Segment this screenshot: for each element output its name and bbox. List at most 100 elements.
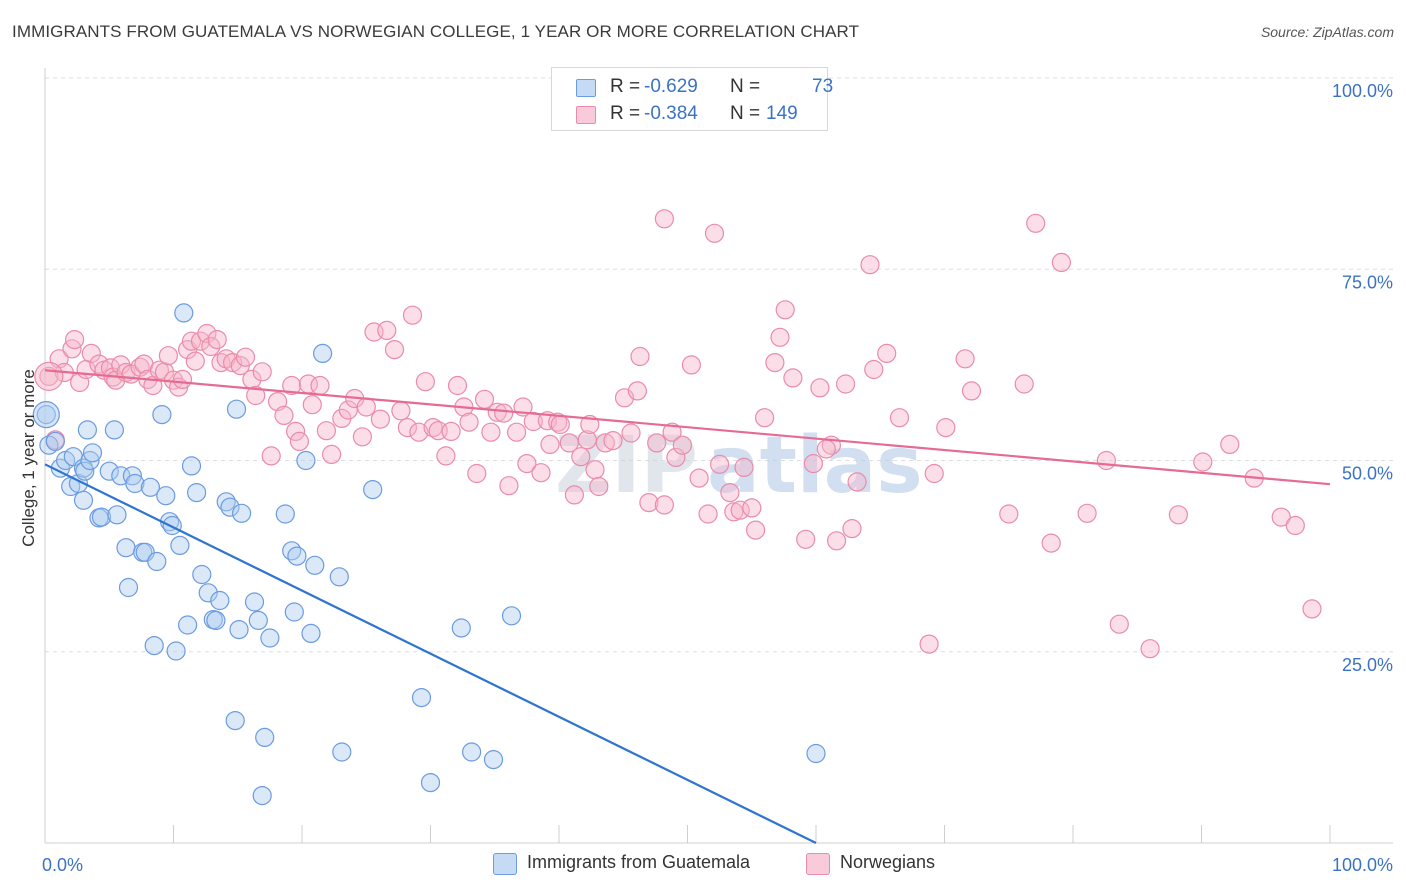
series-norwegians xyxy=(34,209,1322,659)
norwegians-point xyxy=(235,347,256,367)
guatemala-point xyxy=(462,742,482,762)
guatemala-point xyxy=(226,399,247,419)
norwegians-point xyxy=(377,320,397,340)
norwegians-trend-line xyxy=(44,369,1331,486)
norwegians-point xyxy=(754,408,775,428)
guatemala-point xyxy=(216,492,236,512)
norwegians-point xyxy=(550,414,570,435)
guatemala-point xyxy=(140,477,160,497)
norwegians-point xyxy=(639,493,659,513)
norwegians-point xyxy=(585,460,605,480)
norwegians-point xyxy=(1026,213,1046,233)
guatemala-point xyxy=(156,486,176,506)
norwegians-point xyxy=(34,361,64,391)
norwegians-point xyxy=(564,485,585,505)
guatemala-point xyxy=(225,710,245,731)
legend-swatch-guatemala xyxy=(576,79,596,97)
norwegians-point xyxy=(961,381,982,401)
guatemala-point xyxy=(284,602,304,622)
guatemala-point xyxy=(162,515,182,536)
norwegians-point xyxy=(289,431,309,451)
norwegians-point xyxy=(447,375,468,396)
norwegians-point xyxy=(889,408,910,428)
norwegians-point xyxy=(185,351,205,371)
guatemala-point xyxy=(82,443,103,463)
guatemala-point xyxy=(220,497,240,517)
series-guatemala xyxy=(32,303,826,806)
source-label: Source: ZipAtlas.com xyxy=(1260,24,1394,40)
norwegians-point xyxy=(211,353,231,373)
norwegians-point xyxy=(627,381,648,401)
guatemala-point xyxy=(104,420,125,440)
norwegians-point xyxy=(81,343,101,363)
norwegians-point xyxy=(286,421,306,441)
norwegians-point xyxy=(672,435,693,455)
norwegians-point xyxy=(370,409,390,429)
norwegians-point xyxy=(548,412,568,432)
guatemala-point xyxy=(187,483,207,503)
norwegians-point xyxy=(810,378,830,398)
guatemala-point xyxy=(248,610,268,631)
norwegians-point xyxy=(709,454,730,474)
norwegians-point xyxy=(207,330,227,350)
norwegians-point xyxy=(322,444,342,464)
norwegians-point xyxy=(1285,515,1305,536)
norwegians-point xyxy=(621,423,641,443)
guatemala-point xyxy=(451,618,471,638)
norwegians-point xyxy=(415,372,435,392)
norwegians-point xyxy=(654,495,675,515)
norwegians-point xyxy=(190,331,211,351)
legend-label-guatemala: Immigrants from Guatemala xyxy=(527,852,751,872)
norwegians-point xyxy=(402,305,423,325)
norwegians-point xyxy=(397,418,417,438)
norwegians-point xyxy=(662,422,682,442)
norwegians-point xyxy=(252,362,272,382)
norwegians-point xyxy=(730,500,750,520)
guatemala-point xyxy=(166,641,186,661)
norwegians-point xyxy=(936,418,956,438)
n-label: N = xyxy=(730,103,761,124)
guatemala-point xyxy=(192,564,212,585)
norwegians-point xyxy=(391,401,411,421)
guatemala-point xyxy=(118,577,139,598)
norwegians-point xyxy=(835,374,856,394)
norwegians-point xyxy=(796,529,816,549)
norwegians-point xyxy=(1193,452,1213,472)
guatemala-point xyxy=(178,615,198,635)
norwegians-point xyxy=(487,402,507,422)
norwegians-point xyxy=(302,395,322,415)
guatemala-point xyxy=(75,461,95,481)
guatemala-point xyxy=(99,461,119,481)
chart-title: IMMIGRANTS FROM GUATEMALA VS NORWEGIAN C… xyxy=(12,22,860,41)
norwegians-point xyxy=(356,397,376,417)
norwegians-point xyxy=(384,340,405,360)
guatemala-point xyxy=(329,567,349,587)
guatemala-point xyxy=(198,583,218,603)
norwegians-point xyxy=(724,502,744,522)
guatemala-point xyxy=(244,592,265,612)
legend-swatch-guatemala xyxy=(493,853,517,875)
norwegians-point xyxy=(720,483,740,503)
norwegians-point xyxy=(481,422,501,442)
x-tick-label: 100.0% xyxy=(1332,855,1393,875)
guatemala-point xyxy=(32,401,60,429)
norwegians-point xyxy=(1220,434,1240,454)
norwegians-point xyxy=(441,421,461,441)
norwegians-point xyxy=(506,422,527,442)
norwegians-point xyxy=(158,346,178,366)
norwegians-point xyxy=(499,476,519,496)
norwegians-point xyxy=(571,447,591,467)
guatemala-point xyxy=(305,555,325,575)
norwegians-point xyxy=(1051,252,1072,272)
norwegians-point xyxy=(1140,639,1160,659)
x-tick-label: 0.0% xyxy=(42,855,83,875)
guatemala-point xyxy=(332,742,352,762)
norwegians-point xyxy=(1096,450,1117,471)
norwegians-point xyxy=(666,447,686,467)
norwegians-point xyxy=(924,463,944,484)
axes xyxy=(44,68,1393,844)
norwegians-point xyxy=(1014,374,1034,394)
guatemala-trend-line xyxy=(44,463,817,844)
norwegians-point xyxy=(1041,533,1061,553)
guatemala-point xyxy=(252,785,272,806)
